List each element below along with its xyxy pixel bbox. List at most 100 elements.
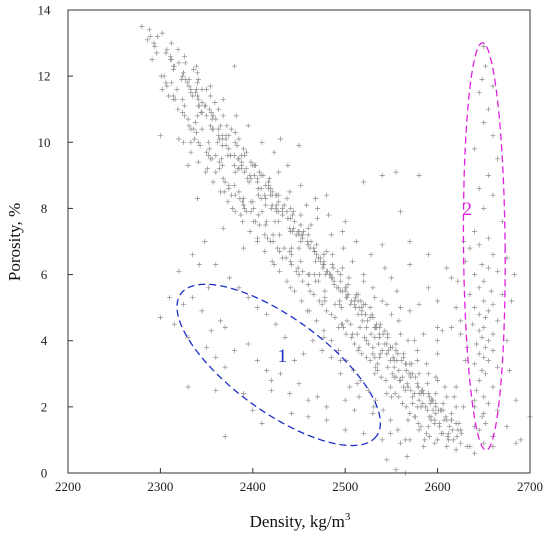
data-point	[329, 252, 335, 258]
data-point	[267, 238, 273, 245]
data-point	[411, 414, 418, 420]
data-point	[385, 331, 391, 337]
data-point	[370, 410, 376, 417]
data-point	[387, 384, 394, 390]
data-point	[181, 113, 187, 119]
data-point	[216, 166, 223, 172]
data-point	[340, 324, 346, 331]
data-point	[308, 222, 314, 228]
data-point	[420, 400, 426, 407]
data-point	[490, 443, 496, 450]
data-point	[204, 149, 210, 155]
data-point	[350, 258, 356, 264]
data-point	[398, 305, 404, 311]
data-point	[453, 305, 459, 311]
data-point	[404, 381, 410, 387]
data-point	[241, 169, 248, 175]
data-point	[299, 298, 305, 304]
data-point	[277, 268, 283, 274]
data-point	[479, 334, 485, 340]
data-point	[352, 305, 358, 311]
data-point	[255, 192, 261, 198]
data-point	[185, 116, 191, 122]
data-point	[472, 397, 478, 403]
data-point	[303, 202, 309, 208]
x-tick-label: 2300	[147, 479, 173, 494]
data-point	[291, 358, 297, 364]
data-point	[191, 66, 197, 73]
data-point	[379, 348, 385, 354]
data-point	[368, 252, 374, 258]
data-point	[285, 162, 291, 168]
data-point	[224, 123, 230, 129]
data-point	[409, 361, 415, 367]
data-point	[166, 93, 172, 99]
data-point	[389, 371, 395, 377]
data-point	[182, 60, 188, 66]
data-point	[485, 265, 491, 271]
data-point	[448, 275, 455, 281]
data-point	[192, 136, 198, 142]
data-point	[324, 192, 330, 198]
data-point	[336, 285, 342, 291]
data-point	[146, 27, 152, 33]
data-point	[185, 162, 191, 168]
data-point	[237, 195, 243, 202]
data-point	[343, 331, 349, 337]
data-point	[196, 262, 202, 268]
data-point	[245, 295, 251, 301]
data-point	[467, 291, 473, 297]
data-point	[255, 212, 261, 218]
data-point	[171, 321, 177, 327]
data-point	[415, 384, 421, 390]
data-point	[168, 80, 175, 86]
data-point	[344, 318, 350, 324]
data-point	[398, 331, 404, 337]
data-point	[254, 235, 260, 241]
data-point	[188, 149, 194, 155]
data-point	[296, 381, 302, 387]
data-point	[387, 344, 394, 350]
data-point	[258, 172, 264, 178]
data-point	[210, 113, 216, 119]
data-point	[186, 83, 192, 89]
data-point	[304, 308, 310, 314]
data-point	[511, 272, 517, 278]
data-point	[220, 225, 226, 231]
data-point	[476, 285, 482, 291]
data-point	[421, 331, 427, 337]
data-point	[513, 440, 519, 446]
data-point	[298, 238, 304, 245]
data-point	[215, 139, 221, 145]
data-point	[370, 285, 376, 291]
data-point	[348, 301, 354, 307]
data-point	[377, 351, 383, 357]
data-point	[241, 146, 247, 152]
data-point	[288, 258, 294, 264]
cluster-label-1: 1	[278, 346, 288, 367]
data-point	[213, 262, 219, 268]
data-point	[376, 354, 382, 360]
data-point	[264, 219, 270, 225]
data-point	[331, 278, 337, 284]
data-point	[490, 133, 496, 139]
data-point	[313, 258, 319, 264]
data-point	[213, 152, 219, 159]
data-point	[359, 351, 365, 357]
data-point	[339, 229, 345, 235]
data-point	[374, 367, 381, 374]
data-point	[427, 400, 433, 407]
data-point	[342, 219, 348, 225]
data-point	[180, 73, 186, 79]
data-point	[222, 364, 228, 370]
data-point	[226, 146, 232, 152]
data-point	[490, 384, 496, 390]
y-tick-label: 10	[38, 135, 51, 150]
data-point	[220, 113, 226, 119]
data-point	[433, 374, 439, 380]
data-point	[458, 427, 464, 433]
data-point	[351, 298, 357, 304]
data-point	[416, 427, 422, 433]
data-point	[312, 272, 318, 278]
data-point	[376, 334, 382, 340]
